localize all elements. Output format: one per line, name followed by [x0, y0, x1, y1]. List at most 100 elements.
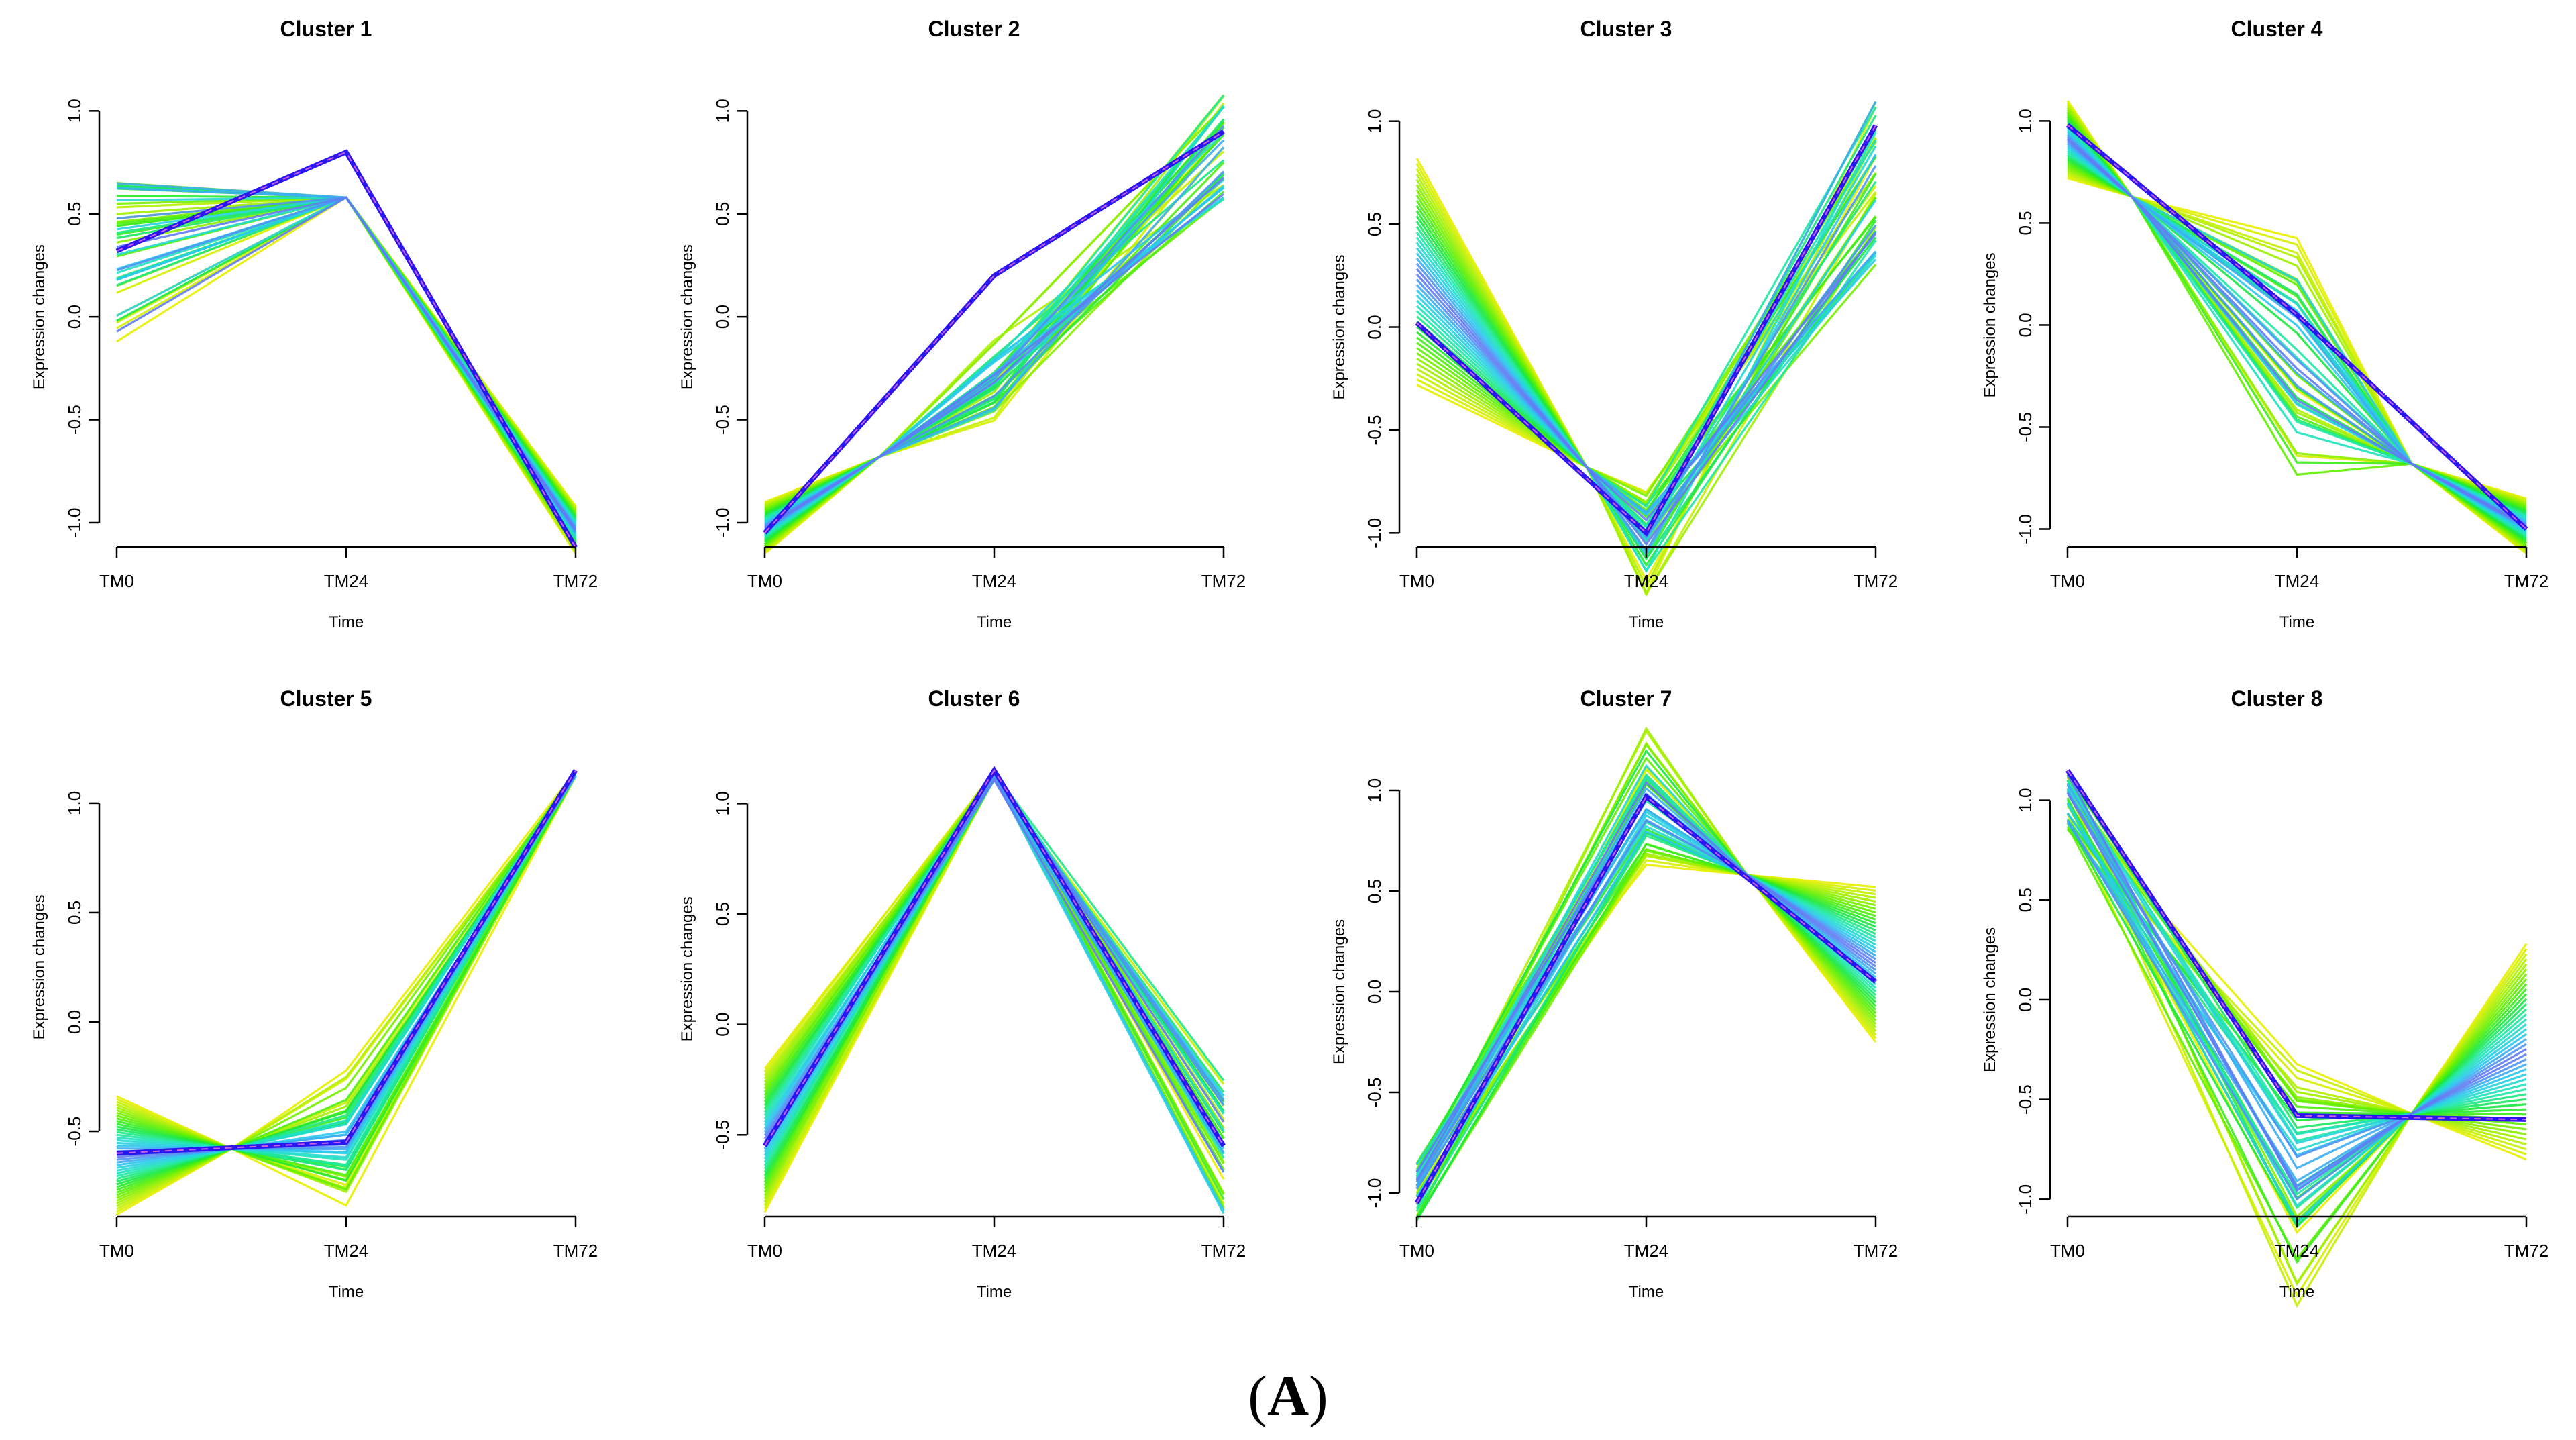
y-tick-label: -0.5 [1364, 415, 1385, 446]
y-tick-label: -0.5 [2015, 412, 2035, 442]
profile-line [116, 186, 577, 539]
profile-line [2066, 770, 2527, 1129]
profile-line [116, 196, 577, 521]
x-tick-label: TM24 [2275, 571, 2319, 591]
profile-line [1415, 132, 1877, 574]
y-tick-label: 0.0 [2015, 313, 2035, 337]
profile-line [2067, 160, 2527, 511]
x-tick-label: TM24 [2275, 1241, 2319, 1261]
x-tick-label: TM72 [1854, 571, 1898, 591]
profile-line [116, 196, 577, 516]
profile-line [763, 771, 1225, 1149]
profile-line [763, 776, 1225, 1146]
y-tick-label: 0.0 [1364, 980, 1385, 1004]
profile-line [116, 196, 577, 517]
x-tick-label: TM0 [747, 1241, 782, 1261]
profile-line [116, 196, 577, 507]
profile-line [116, 195, 577, 518]
y-tick-label: -1.0 [2015, 1184, 2035, 1215]
profile-line [116, 196, 577, 513]
profile-line [2067, 155, 2527, 515]
chart-panel-4: Cluster 4 -1.0 -0.5 0.0 0.5 1.0 Expression cha… [1981, 17, 2548, 631]
y-axis-label: Expression changes [1330, 254, 1348, 399]
y-tick-label: 0.5 [712, 902, 733, 926]
profile-line [2066, 820, 2527, 1201]
profile-line [764, 102, 1225, 506]
y-tick-label: 1.0 [64, 99, 85, 123]
x-tick-label: TM0 [2050, 571, 2085, 591]
profile-line [116, 770, 577, 1186]
y-tick-label: 0.0 [712, 305, 733, 329]
profile-line [1415, 780, 1876, 1182]
y-tick-label: -1.0 [64, 508, 85, 538]
profile-line [116, 196, 577, 526]
chart-title: Cluster 4 [2231, 17, 2323, 41]
y-tick-label: 1.0 [64, 791, 85, 815]
profile-line [763, 776, 1225, 1163]
x-tick-label: TM72 [553, 1241, 598, 1261]
profile-line [763, 772, 1225, 1155]
x-tick-label: TM72 [1854, 1241, 1898, 1261]
chart-panel-6: Cluster 6 -0.5 0.0 0.5 1.0 Expression changes… [678, 686, 1246, 1301]
profile-line [116, 196, 577, 521]
profile-line [2067, 175, 2527, 501]
profile-line [2066, 774, 2527, 1192]
profile-line [2066, 803, 2528, 1223]
y-tick-label: 0.5 [1364, 212, 1385, 236]
y-tick-label: 0.0 [2015, 988, 2035, 1012]
x-tick-label: TM72 [2504, 1241, 2548, 1261]
chart-panel-8: Cluster 8 -1.0 -0.5 0.0 0.5 1.0 Expression cha… [1981, 686, 2548, 1308]
y-axis-label: Expression changes [1981, 927, 1999, 1072]
median-line-highlight [764, 131, 1224, 533]
profile-line [763, 772, 1225, 1180]
x-tick-label: TM0 [2050, 1241, 2085, 1261]
median-line [115, 149, 578, 549]
profile-line [116, 774, 577, 1164]
profile-line [1415, 819, 1876, 1183]
profile-line [2066, 788, 2528, 1308]
profile-line [2066, 819, 2528, 1196]
profile-line [763, 777, 1225, 1153]
x-axis-label: Time [329, 1283, 364, 1301]
profile-line [116, 196, 577, 509]
y-tick-label: 0.5 [64, 901, 85, 925]
profile-line [763, 778, 1225, 1173]
profile-line [2066, 802, 2527, 1225]
profile-line [2066, 792, 2527, 1188]
profile-line [763, 775, 1225, 1172]
profile-line [763, 775, 1225, 1136]
profile-line [764, 95, 1225, 508]
y-axis-label: Expression changes [30, 244, 48, 389]
profile-line [763, 771, 1225, 1143]
x-axis-label: Time [1629, 1283, 1664, 1301]
y-tick-label: 1.0 [712, 791, 733, 815]
y-tick-label: -0.5 [712, 1120, 733, 1150]
chart-panel-1: Cluster 1 -1.0 -0.5 0.0 0.5 1.0 Expression cha… [30, 17, 598, 631]
profile-line [764, 185, 1225, 523]
y-tick-label: 1.0 [1364, 109, 1385, 134]
profile-line [2066, 799, 2528, 1200]
profile-line [2066, 130, 2527, 533]
x-tick-label: TM24 [1624, 571, 1668, 591]
profile-line [2066, 826, 2527, 1155]
profile-line [116, 770, 577, 1167]
profile-line [2066, 797, 2528, 1264]
profile-line [2067, 157, 2527, 514]
y-tick-label: 0.0 [1364, 315, 1385, 339]
profile-line [116, 196, 577, 525]
profile-line [116, 196, 577, 514]
profile-line [2066, 803, 2527, 1208]
x-tick-label: TM24 [324, 1241, 368, 1261]
profile-line [116, 770, 577, 1194]
y-tick-label: 1.0 [2015, 788, 2035, 813]
median-line-highlight [2067, 770, 2527, 1121]
chart-panel-5: Cluster 5 -0.5 0.0 0.5 1.0 Expression changes… [30, 686, 598, 1301]
profile-line [2066, 770, 2528, 1228]
profile-line [1415, 818, 1876, 1190]
y-tick-label: -1.0 [1364, 518, 1385, 548]
profile-line [1415, 825, 1876, 1165]
y-tick-label: -0.5 [2015, 1084, 2035, 1115]
profile-line [2067, 176, 2527, 500]
x-tick-label: TM0 [1399, 571, 1434, 591]
